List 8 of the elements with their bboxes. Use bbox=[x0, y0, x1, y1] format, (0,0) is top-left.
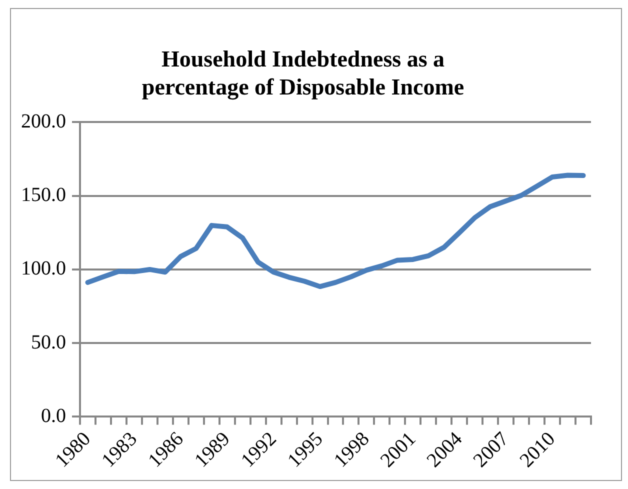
y-tick-label: 200.0 bbox=[21, 110, 66, 132]
x-tick-label: 1989 bbox=[190, 428, 234, 472]
y-tick-label: 100.0 bbox=[21, 258, 66, 280]
y-tick-label: 150.0 bbox=[21, 184, 66, 206]
y-tick-label: 50.0 bbox=[31, 331, 66, 354]
x-tick-label: 2001 bbox=[376, 428, 420, 472]
y-tick-label: 0.0 bbox=[41, 404, 66, 427]
chart-title: Household Indebtedness as a percentage of Disposable Income bbox=[142, 46, 464, 100]
